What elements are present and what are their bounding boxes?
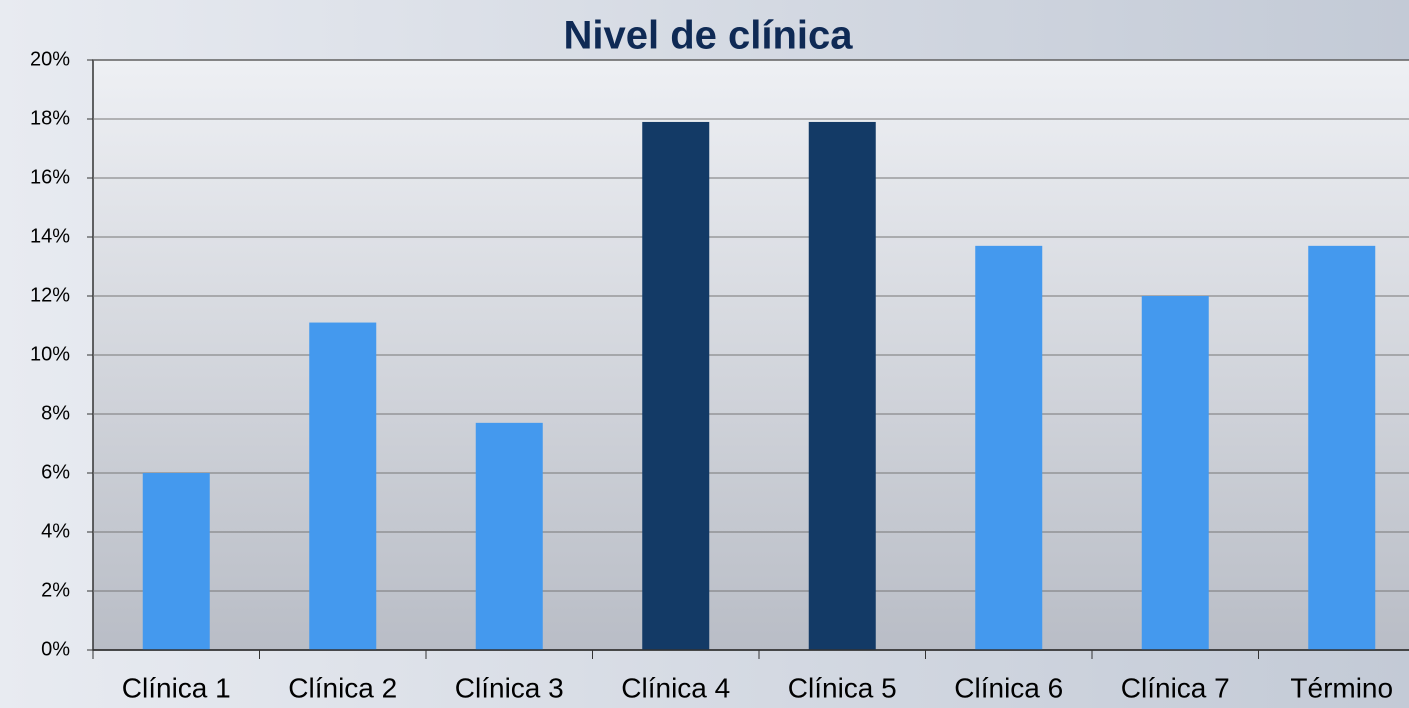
x-tick-label: Clínica 6 [954, 672, 1063, 703]
y-tick-label: 20% [30, 48, 70, 70]
bar [1141, 296, 1209, 650]
y-tick-label: 16% [30, 166, 70, 188]
bar [475, 422, 543, 650]
x-tick-label: Término [1290, 672, 1393, 703]
bar [808, 121, 876, 650]
x-tick-label: Clínica 7 [1121, 672, 1230, 703]
bar [309, 322, 377, 650]
y-tick-label: 0% [41, 638, 70, 660]
y-tick-label: 4% [41, 520, 70, 542]
bar [975, 245, 1043, 650]
x-tick-label: Clínica 1 [122, 672, 231, 703]
y-tick-label: 18% [30, 107, 70, 129]
y-tick-label: 10% [30, 343, 70, 365]
bar [1308, 245, 1376, 650]
x-tick-label: Clínica 5 [788, 672, 897, 703]
x-tick-label: Clínica 3 [455, 672, 564, 703]
y-tick-label: 12% [30, 284, 70, 306]
x-tick-label: Clínica 4 [621, 672, 730, 703]
y-tick-label: 8% [41, 402, 70, 424]
bar [142, 473, 210, 650]
chart-title: Nivel de clínica [563, 14, 853, 58]
y-tick-label: 6% [41, 461, 70, 483]
y-tick-label: 14% [30, 225, 70, 247]
y-tick-label: 2% [41, 579, 70, 601]
x-tick-label: Clínica 2 [288, 672, 397, 703]
bar [642, 121, 710, 650]
